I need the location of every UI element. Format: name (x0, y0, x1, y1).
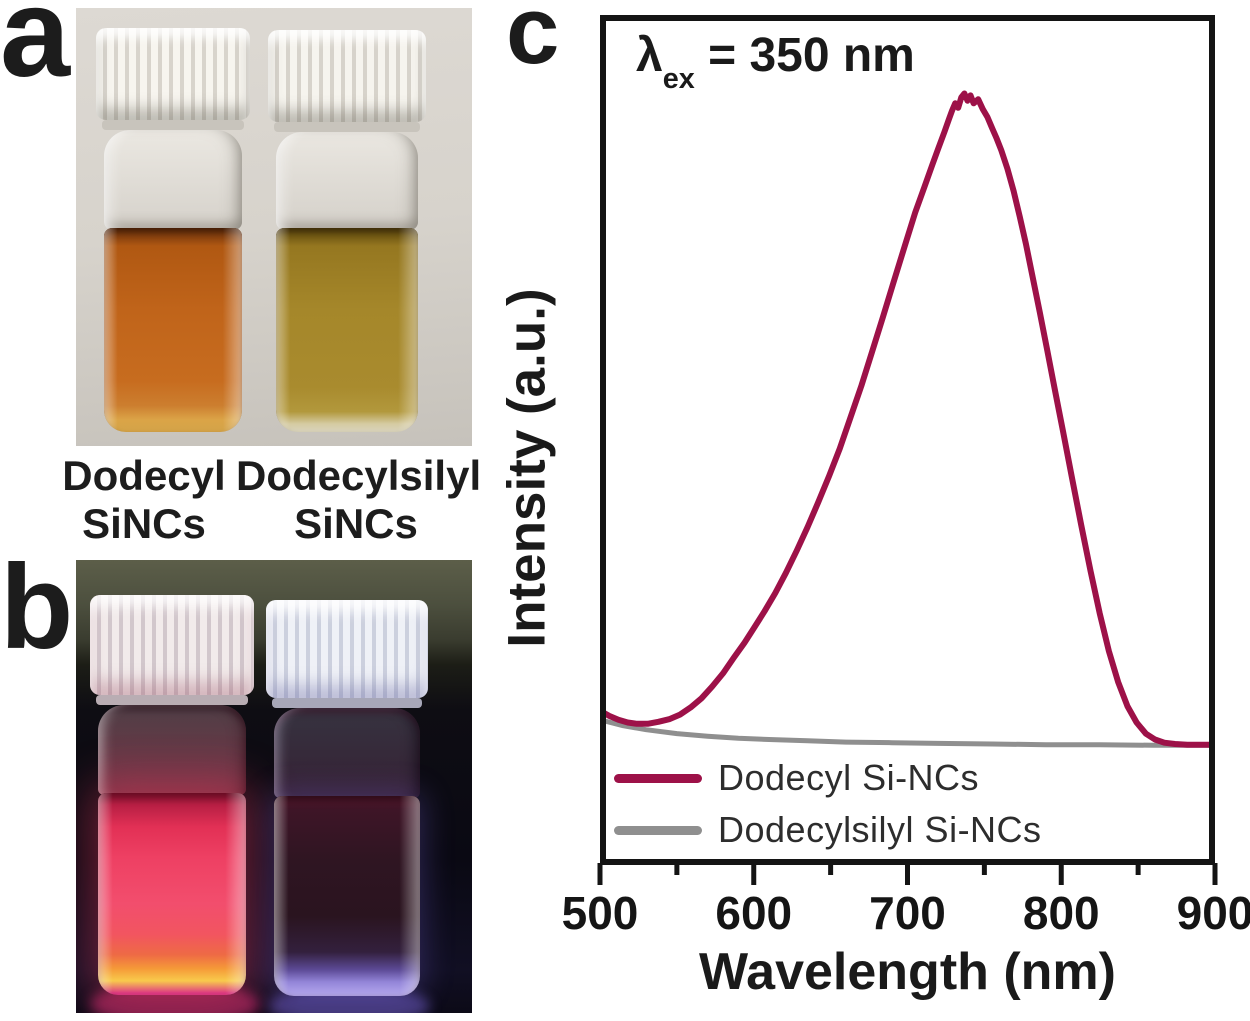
caption-line: SiNCs (82, 500, 206, 547)
caption-line: SiNCs (294, 500, 418, 547)
vial-neck (98, 705, 246, 795)
vial-cap (90, 595, 254, 695)
caption-dodecylsilyl: Dodecylsilyl SiNCs (236, 452, 482, 548)
vial-cap-base (96, 695, 248, 705)
pl-spectrum-chart (597, 15, 1218, 885)
caption-line: Dodecyl (62, 452, 226, 499)
vial-dodecylsilyl-ambient (268, 30, 426, 432)
legend-row: Dodecylsilyl Si-NCs (614, 809, 1042, 851)
glass-highlight (98, 793, 246, 995)
vial-neck (274, 708, 420, 798)
vial-liquid-orange (104, 228, 242, 432)
caption-dodecyl: Dodecyl SiNCs (58, 452, 230, 548)
excitation-annotation: λex = 350 nm (636, 28, 915, 95)
vial-dodecyl-ambient (96, 28, 250, 432)
vial-liquid-dark-purple (274, 796, 420, 996)
vial-cap (96, 28, 250, 120)
x-tick-label-700: 700 (869, 887, 946, 939)
vial-cap-base (274, 122, 420, 132)
vial-cap-base (102, 120, 244, 130)
caption-line: Dodecylsilyl (236, 452, 482, 499)
x-axis-title: Wavelength (nm) (699, 943, 1116, 1001)
panel-b-photo (76, 560, 472, 1013)
vial-dodecyl-uv (90, 595, 254, 995)
glass-highlight (274, 796, 420, 996)
series-line-dodecyl-si-ncs (606, 90, 1209, 748)
legend-row: Dodecyl Si-NCs (614, 757, 1042, 799)
vial-liquid-amber (276, 228, 418, 432)
annotation-text: = 350 nm (694, 29, 915, 82)
series-line-dodecylsilyl-si-ncs (606, 718, 1209, 748)
legend-label: Dodecyl Si-NCs (718, 757, 980, 798)
x-tick-label-800: 800 (1022, 887, 1100, 939)
glass-highlight (104, 228, 242, 432)
vial-cap (266, 600, 428, 698)
glass-highlight (276, 228, 418, 432)
legend-swatch (614, 825, 702, 835)
vial-neck (104, 130, 242, 230)
panel-b-label: b (0, 540, 74, 674)
x-axis-tick-labels: 500 600 700 800 900 (562, 886, 1250, 939)
panel-c-label: c (506, 0, 560, 84)
vial-dodecylsilyl-uv (266, 600, 428, 996)
x-tick-label-900: 900 (1176, 887, 1250, 939)
y-axis-title: Intensity (a.u.) (497, 288, 557, 648)
legend-label: Dodecylsilyl Si-NCs (718, 809, 1042, 850)
panel-a-captions: Dodecyl SiNCs Dodecylsilyl SiNCs (58, 452, 488, 552)
x-tick-label-500: 500 (561, 887, 639, 939)
vial-cap-base (272, 698, 422, 708)
lambda-subscript: ex (662, 62, 695, 95)
x-tick-label-600: 600 (715, 887, 793, 939)
panel-a-label: a (0, 0, 71, 103)
vial-neck (276, 132, 418, 230)
vial-liquid-glowing-red (98, 793, 246, 995)
plot-frame (600, 15, 1215, 865)
chart-legend: Dodecyl Si-NCs Dodecylsilyl Si-NCs (614, 757, 1042, 861)
vial-cap (268, 30, 426, 122)
panel-a-photo (76, 8, 472, 446)
lambda-symbol: λ (636, 29, 663, 82)
legend-swatch (614, 773, 702, 783)
